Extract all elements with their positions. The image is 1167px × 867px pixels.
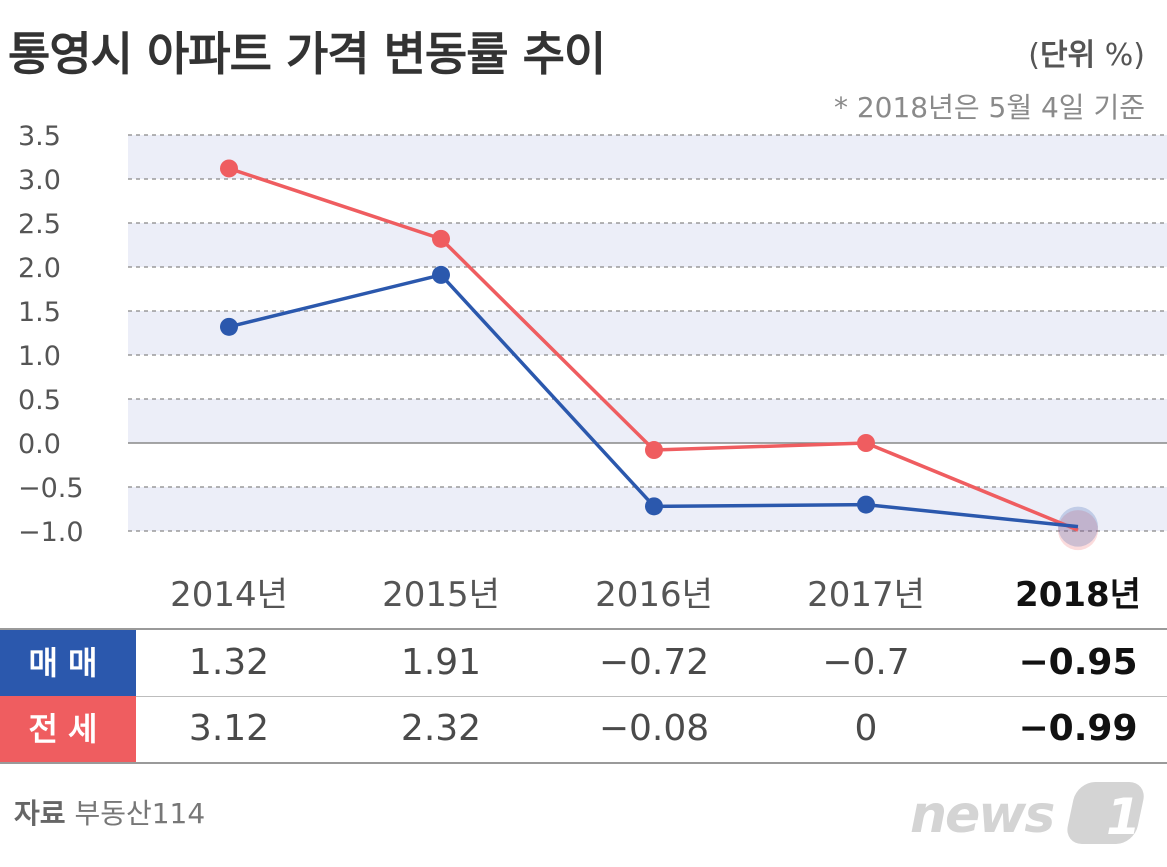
y-tick-label: 2.5 bbox=[18, 209, 61, 240]
y-tick-label: 1.5 bbox=[18, 297, 61, 328]
unit-label: 단위 bbox=[1040, 38, 1096, 73]
background-band bbox=[128, 399, 1167, 443]
table-row-jeonse: 전세 3.12 2.32 −0.08 0 −0.99 bbox=[0, 696, 1167, 764]
y-tick-label: 1.0 bbox=[18, 341, 61, 372]
x-tick-label: 2015년 bbox=[382, 575, 500, 615]
source-credit: 자료 부동산114 bbox=[14, 792, 205, 832]
table-cell: 0 bbox=[854, 708, 878, 749]
table-cell: −0.95 bbox=[1018, 642, 1138, 683]
table-cell: 3.12 bbox=[188, 708, 270, 749]
source-name: 부동산114 bbox=[74, 797, 206, 830]
chart-background-bands bbox=[128, 135, 1167, 531]
svg-text:news: news bbox=[910, 785, 1054, 845]
y-tick-label: 2.0 bbox=[18, 253, 61, 284]
x-tick-label: 2016년 bbox=[595, 575, 713, 615]
source-label: 자료 bbox=[14, 797, 66, 830]
y-axis-ticks: 3.5 3.0 2.5 2.0 1.5 1.0 0.5 0.0 −0.5 −1.0 bbox=[18, 121, 84, 548]
data-point bbox=[432, 229, 450, 248]
table-cell: 2.32 bbox=[400, 708, 482, 749]
data-point bbox=[432, 265, 450, 284]
x-tick-label: 2017년 bbox=[807, 575, 925, 615]
y-tick-label: 0.0 bbox=[18, 429, 61, 460]
x-axis-ticks: 2014년 2015년 2016년 2017년 2018년 bbox=[170, 575, 1141, 615]
y-tick-label: 0.5 bbox=[18, 385, 61, 416]
background-band bbox=[128, 223, 1167, 267]
data-point bbox=[857, 495, 875, 514]
unit-symbol: % bbox=[1104, 38, 1134, 73]
unit-note: (단위 %) bbox=[1028, 38, 1145, 73]
date-note: * 2018년은 5월 4일 기준 bbox=[833, 91, 1145, 124]
y-tick-label: 3.0 bbox=[18, 165, 61, 196]
data-point bbox=[220, 317, 238, 336]
background-band bbox=[128, 135, 1167, 179]
row-label-sale: 매매 bbox=[0, 630, 136, 696]
data-point bbox=[220, 159, 238, 178]
data-point bbox=[857, 434, 875, 452]
y-tick-label: −0.5 bbox=[18, 473, 84, 504]
table-cell: −0.08 bbox=[598, 708, 710, 749]
chart-series bbox=[220, 159, 1098, 551]
table-cell: −0.72 bbox=[598, 642, 710, 683]
chart-gridlines bbox=[128, 134, 1167, 532]
background-band bbox=[128, 311, 1167, 355]
data-point bbox=[645, 497, 663, 516]
x-tick-label: 2014년 bbox=[170, 575, 288, 615]
y-tick-label: −1.0 bbox=[18, 517, 84, 548]
data-point bbox=[645, 441, 663, 460]
line-chart: 3.53.02.52.01.51.00.50.0−0.5−1.0 2014년 20… bbox=[18, 121, 1167, 615]
table-cell: −0.7 bbox=[822, 642, 910, 683]
table-cell: −0.99 bbox=[1018, 708, 1138, 749]
chart-title: 통영시 아파트 가격 변동률 추이 bbox=[8, 27, 606, 81]
table-row-sale: 매매 1.32 1.91 −0.72 −0.7 −0.95 bbox=[0, 628, 1167, 697]
row-label-jeonse: 전세 bbox=[0, 696, 136, 762]
news1-logo: news 1 bbox=[910, 782, 1144, 846]
table-cell: 1.32 bbox=[188, 642, 270, 683]
y-tick-label: 3.5 bbox=[18, 121, 61, 152]
x-tick-label: 2018년 bbox=[1015, 575, 1141, 615]
table-cell: 1.91 bbox=[400, 642, 482, 683]
svg-text:1: 1 bbox=[1106, 788, 1141, 846]
